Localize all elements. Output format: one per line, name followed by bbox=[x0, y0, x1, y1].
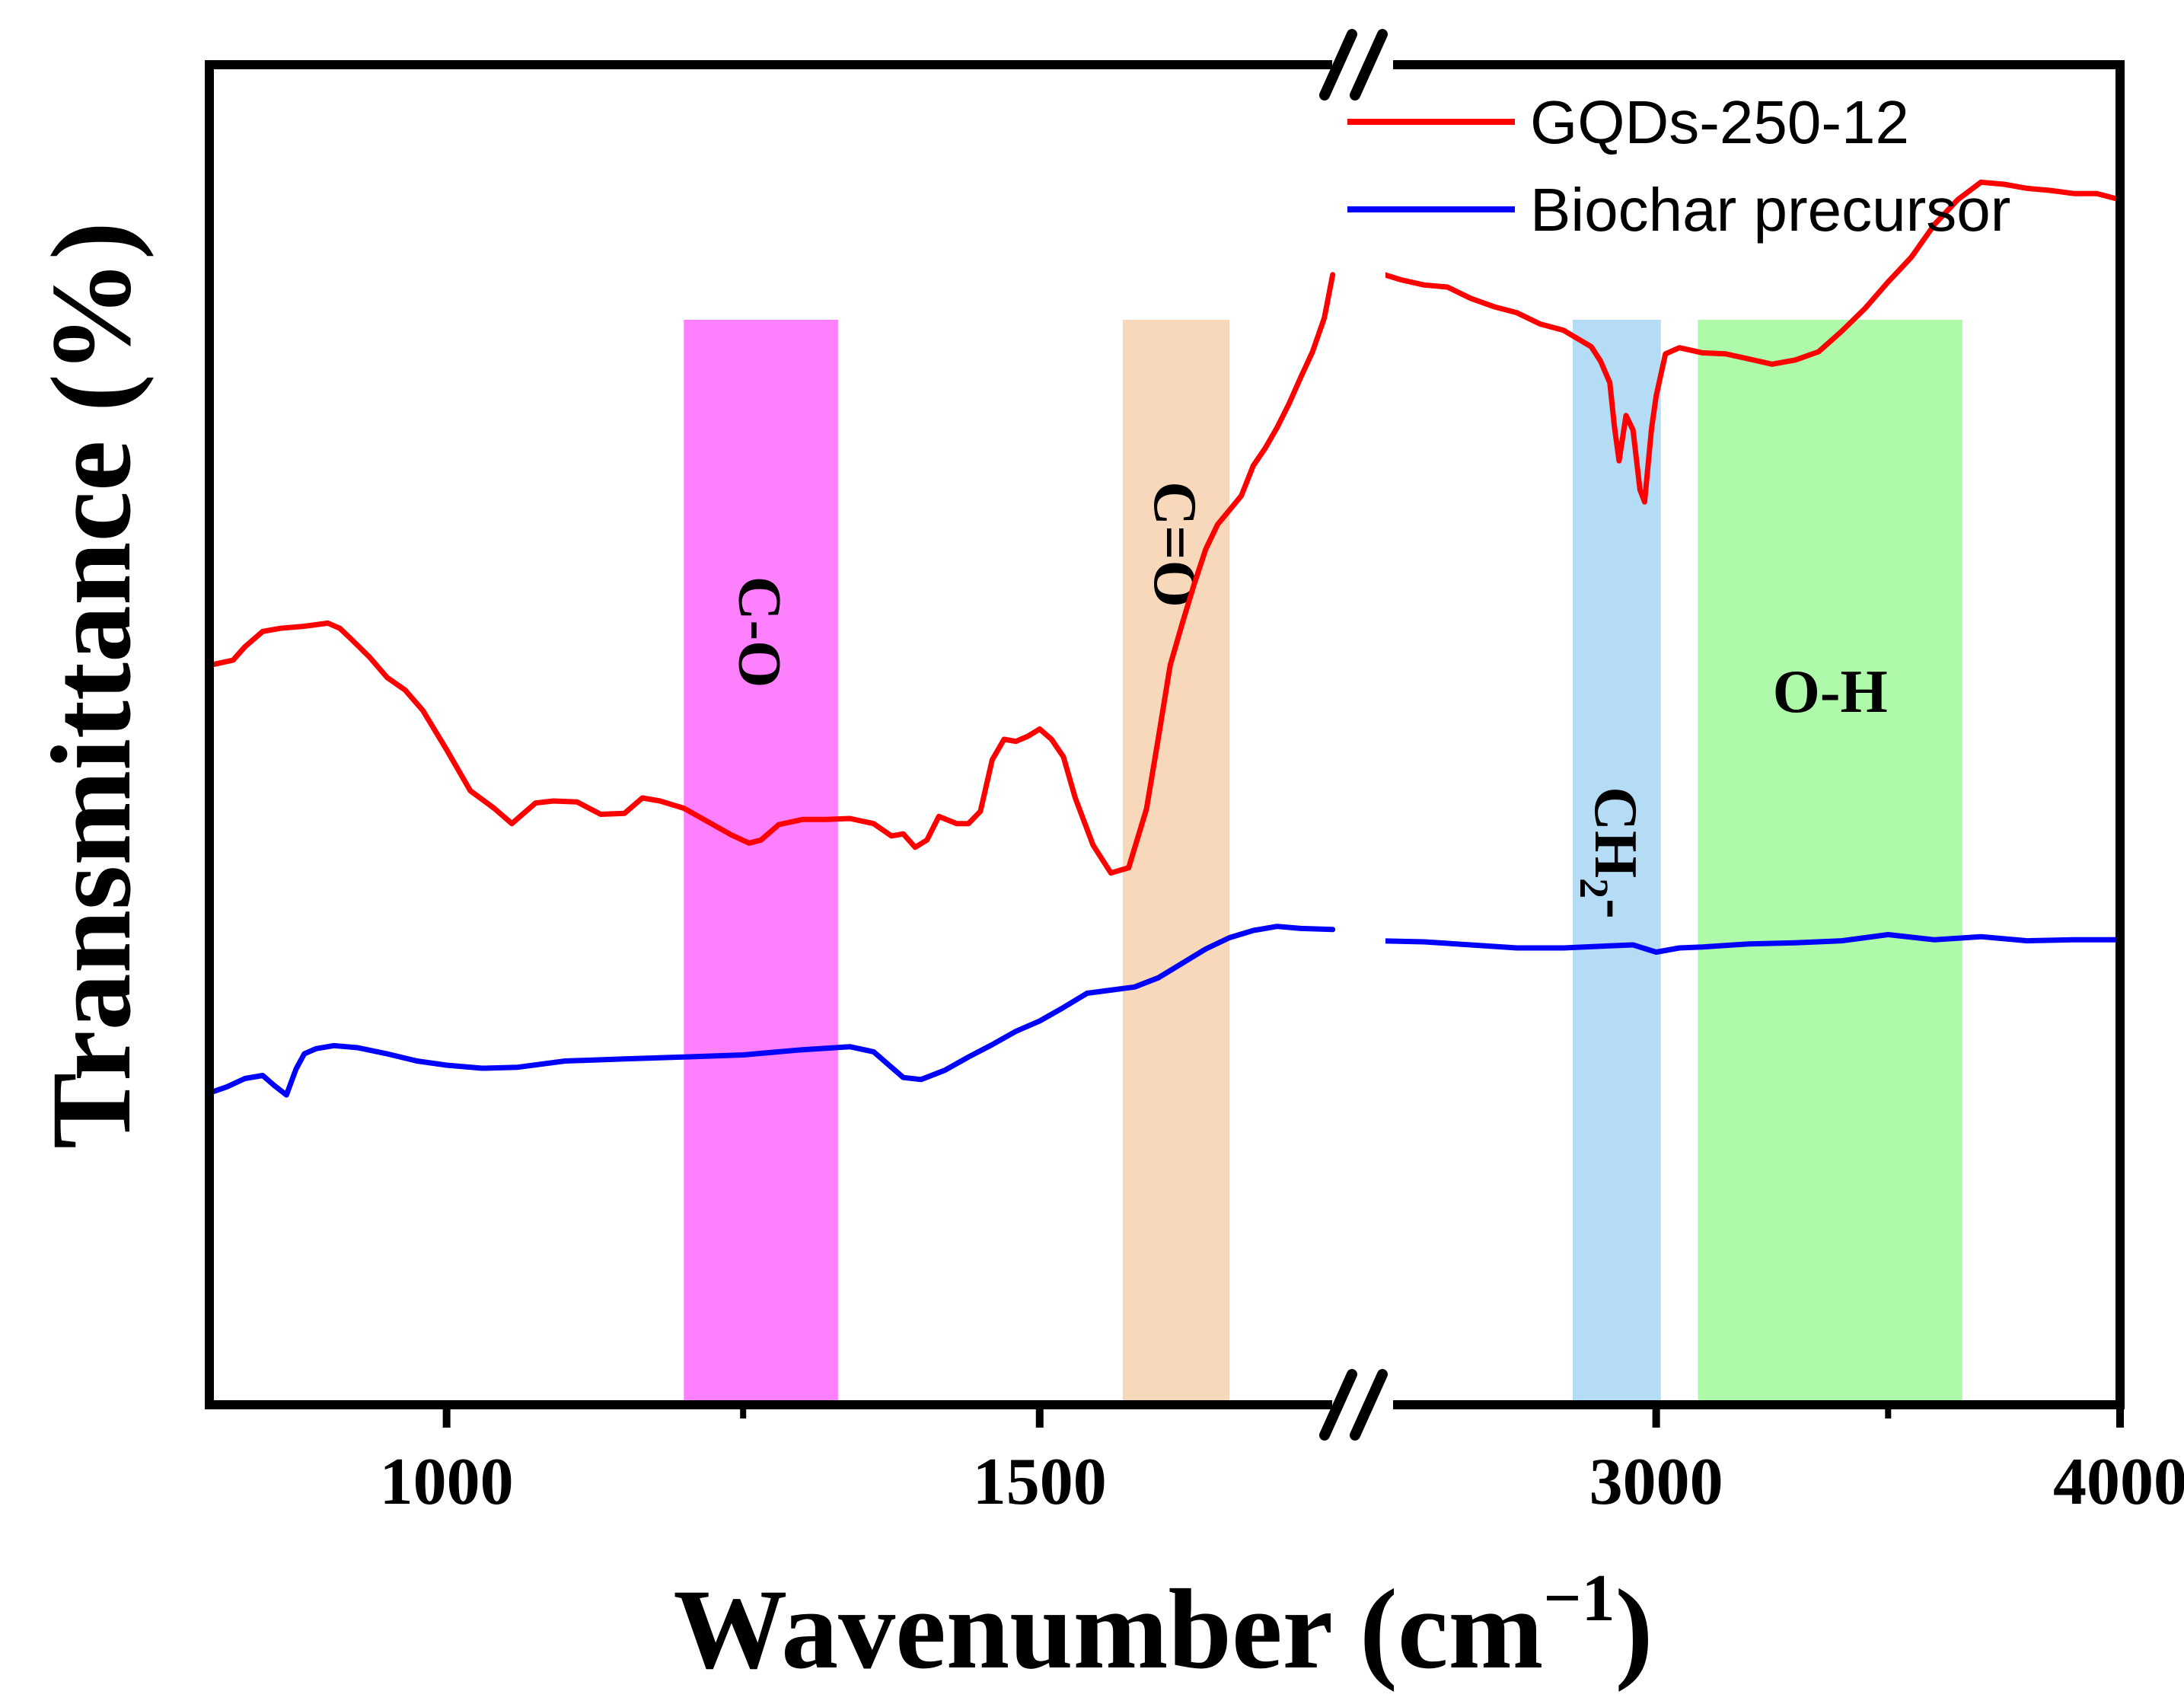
band-co-region bbox=[1122, 320, 1230, 1405]
legend-label-biochar: Biochar precursor bbox=[1530, 176, 2010, 244]
band-label-2: CH2- bbox=[1571, 787, 1649, 919]
y-axis-title: Transmittance (%) bbox=[28, 222, 155, 1149]
series-line-biochar-seg1 bbox=[1375, 932, 2123, 955]
axis-break-mark-1-1 bbox=[1350, 1369, 1388, 1441]
legend: GQDs-250-12 Biochar precursor bbox=[1347, 88, 2010, 244]
series-line-gqds-seg0 bbox=[206, 272, 1336, 876]
tick-group: 1000 1500 3000 4000 bbox=[380, 1405, 2184, 1519]
band-group: C-O C=O CH2- O-H bbox=[684, 320, 1962, 1405]
band-oh-region bbox=[1698, 320, 1962, 1405]
band-label-3: O-H bbox=[1773, 659, 1888, 726]
axis-break-mark-0-0 bbox=[1319, 29, 1357, 101]
x-tick-label-1000: 1000 bbox=[380, 1445, 514, 1519]
x-tick-label-1500: 1500 bbox=[973, 1445, 1107, 1519]
band-co-region bbox=[684, 320, 838, 1405]
series-group bbox=[206, 179, 2123, 1098]
band-label-0: C-O bbox=[726, 576, 793, 688]
x-axis-title: Wavenumber (cm−1) bbox=[673, 1562, 1653, 1693]
x-axis-title-superscript: −1 bbox=[1543, 1562, 1615, 1635]
series-line-gqds-seg1 bbox=[1375, 179, 2123, 505]
x-tick-label-3000: 3000 bbox=[1589, 1445, 1723, 1519]
series-line-biochar-seg0 bbox=[206, 924, 1336, 1098]
axis-break-mark-0-1 bbox=[1350, 29, 1388, 101]
legend-label-gqds: GQDs-250-12 bbox=[1530, 88, 1909, 156]
axes-frame bbox=[205, 29, 2125, 1441]
axis-break-gap bbox=[1340, 49, 1385, 1420]
x-tick-label-4000: 4000 bbox=[2053, 1445, 2184, 1519]
band-label-1: C=O bbox=[1141, 481, 1208, 608]
axis-break-mark-1-0 bbox=[1319, 1369, 1357, 1441]
